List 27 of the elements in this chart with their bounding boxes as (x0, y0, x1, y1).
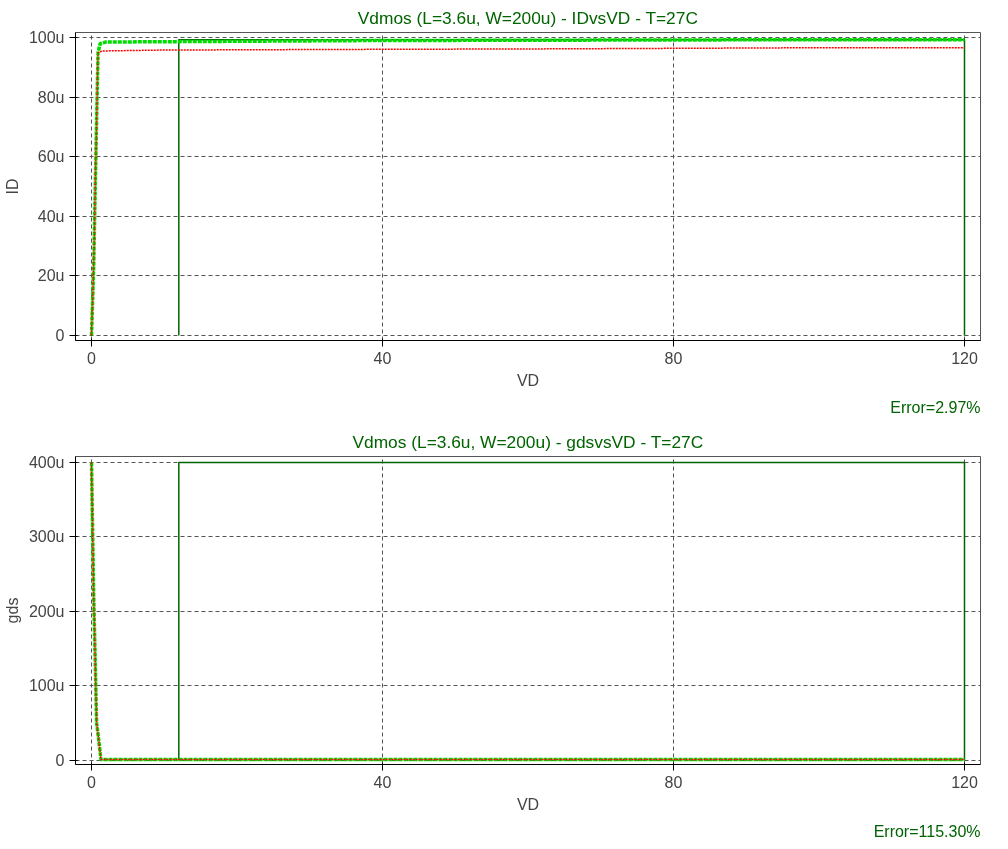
x-tick-label: 120 (951, 349, 978, 367)
text: Error=2.97% (890, 398, 981, 416)
y-tick-label: 20u (37, 267, 65, 285)
y-tick-label: 0 (55, 751, 65, 769)
y-tick-label: 80u (37, 88, 65, 106)
x-tick-label: 0 (87, 773, 97, 791)
x-axis-title: VD (516, 371, 540, 389)
y-tick-label: 200u (28, 602, 65, 620)
x-tick-label: 120 (951, 773, 978, 791)
y-tick-label: 300u (28, 528, 65, 546)
x-tick-label: 0 (87, 349, 97, 367)
x-tick-label: 40 (373, 773, 392, 791)
x-tick-label: 80 (664, 773, 683, 791)
chart-title: Vdmos (L=3.6u, W=200u) - IDvsVD - T=27C (357, 7, 698, 28)
x-axis-title: VD (516, 795, 540, 813)
y-axis-title: gds (3, 597, 21, 624)
x-tick-label: 40 (373, 349, 392, 367)
x-tick-label: 80 (664, 349, 683, 367)
y-tick-label: 100u (28, 29, 65, 47)
text: Error=115.30% (873, 822, 981, 840)
y-tick-label: 100u (28, 677, 65, 695)
y-tick-label: 400u (28, 453, 65, 471)
chart-title: Vdmos (L=3.6u, W=200u) - gdsvsVD - T=27C (352, 431, 704, 452)
y-tick-label: 0 (55, 326, 65, 344)
y-tick-label: 60u (37, 148, 65, 166)
y-axis-title: ID (3, 178, 21, 195)
y-tick-label: 40u (37, 207, 65, 225)
